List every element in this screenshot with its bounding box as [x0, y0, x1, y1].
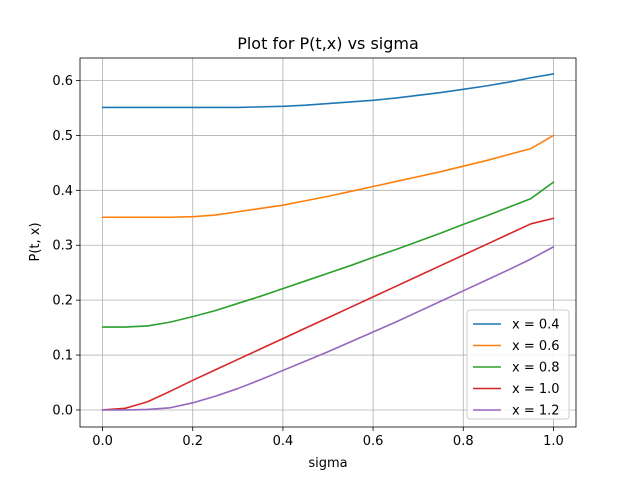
series-line-5 — [101, 246, 555, 411]
y-tick-label: 0.1 — [52, 349, 73, 364]
x-axis-label: sigma — [308, 456, 347, 471]
legend-label: x = 1.2 — [512, 404, 560, 419]
series-line-3 — [101, 181, 555, 328]
legend-label: x = 0.4 — [512, 318, 560, 333]
x-tick-label: 0.2 — [182, 434, 203, 449]
legend: x = 0.4 x = 0.6 x = 0.8 x = 1.0 x = 1.2 — [466, 309, 570, 420]
series-line-4 — [101, 217, 555, 411]
x-axis-ticks: 0.0 0.2 0.4 0.6 0.8 1.0 — [92, 427, 564, 449]
chart-title: Plot for P(t,x) vs sigma — [237, 34, 419, 53]
legend-label: x = 1.0 — [512, 382, 560, 397]
x-tick-label: 0.6 — [363, 434, 384, 449]
y-tick-label: 0.5 — [52, 129, 73, 144]
series-lines — [101, 73, 555, 411]
legend-box — [466, 309, 570, 420]
series-line-2 — [101, 134, 555, 219]
y-tick-label: 0.4 — [52, 184, 73, 199]
y-axis-label: P(t, x) — [28, 222, 43, 261]
grid — [80, 58, 576, 427]
y-axis-ticks: 0.0 0.1 0.2 0.3 0.4 0.5 0.6 — [52, 74, 80, 418]
y-tick-label: 0.3 — [52, 239, 73, 254]
series-line-1 — [101, 73, 555, 109]
x-tick-label: 0.4 — [273, 434, 294, 449]
x-tick-label: 1.0 — [543, 434, 564, 449]
x-tick-label: 0.0 — [92, 434, 113, 449]
y-tick-label: 0.0 — [52, 403, 73, 418]
legend-label: x = 0.6 — [512, 339, 560, 354]
plot-area-frame — [79, 57, 577, 428]
x-tick-label: 0.8 — [453, 434, 474, 449]
legend-label: x = 0.8 — [512, 361, 560, 376]
y-tick-label: 0.6 — [52, 74, 73, 89]
y-tick-label: 0.2 — [52, 294, 73, 309]
